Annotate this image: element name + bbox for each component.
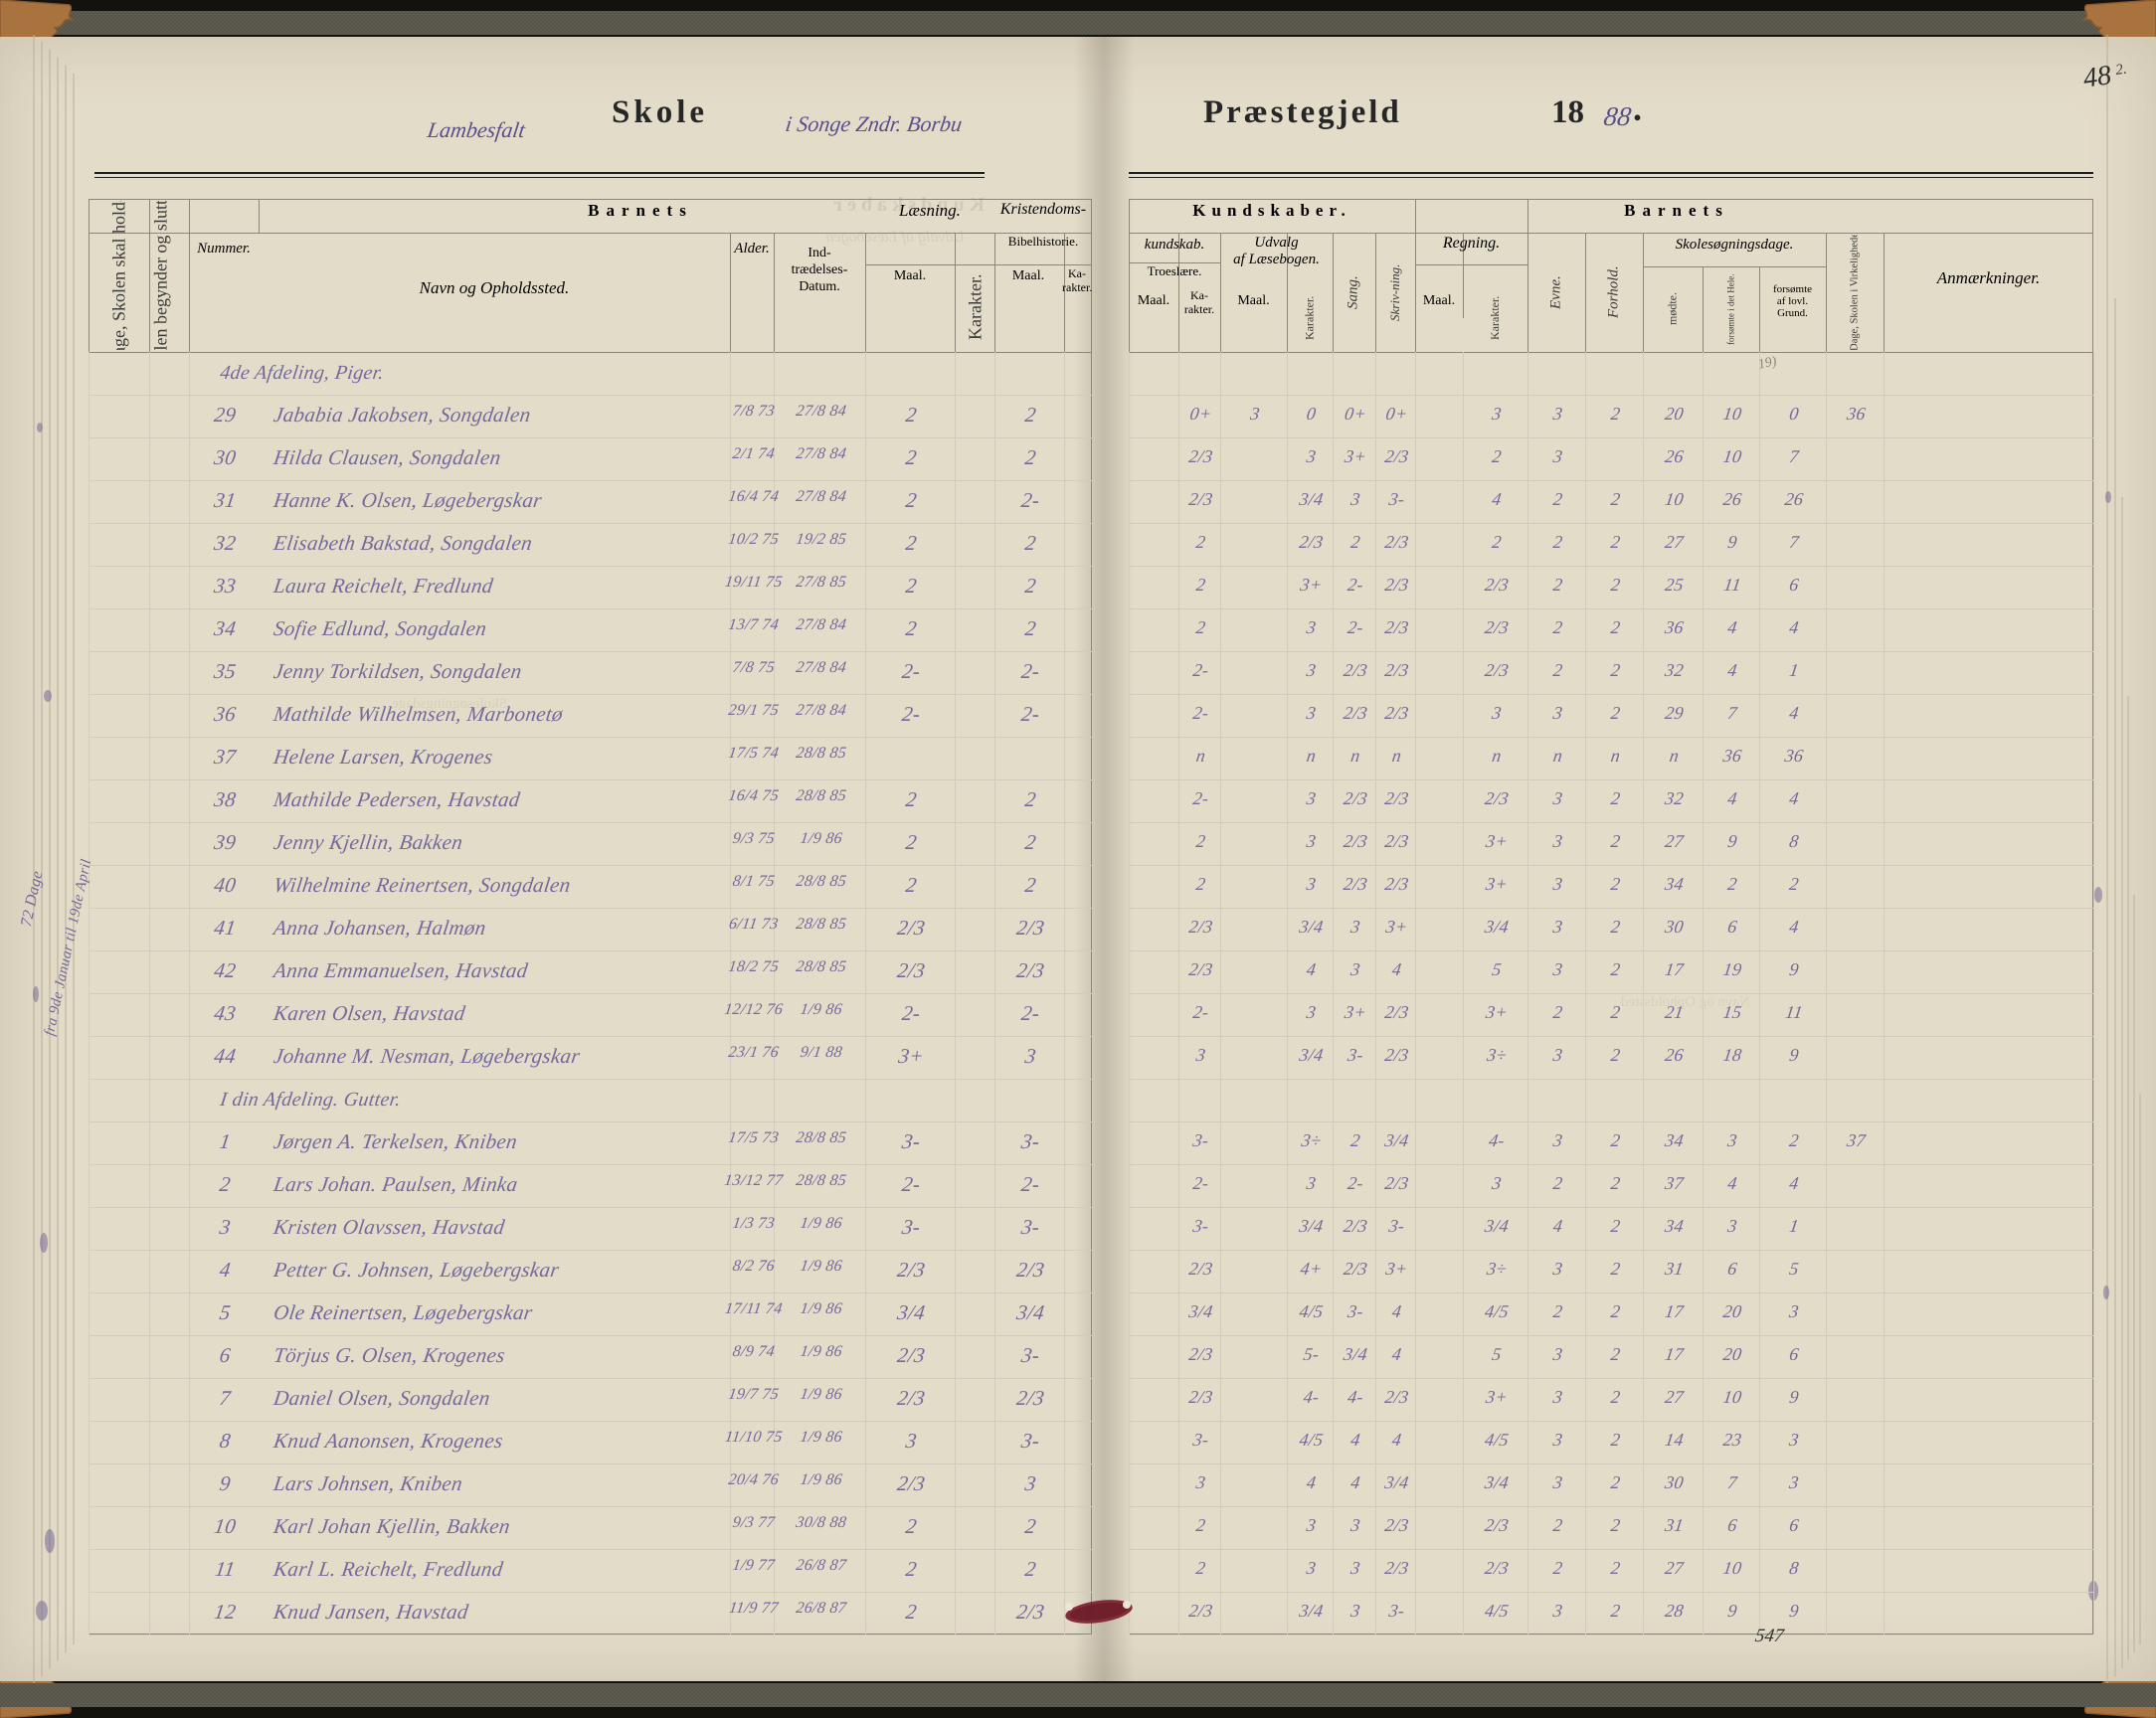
svg-text:2.: 2. — [2114, 62, 2127, 79]
